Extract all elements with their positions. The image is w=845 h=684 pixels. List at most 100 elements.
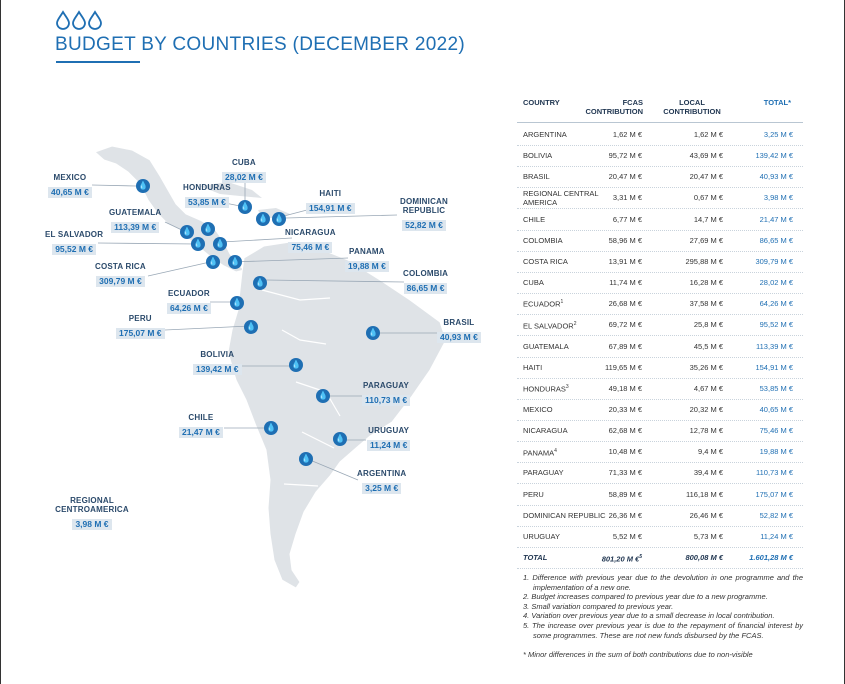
map-label-chile: CHILE 21,47 M € bbox=[179, 413, 223, 440]
table-row: HONDURAS3 49,18 M € 4,67 M € 53,85 M € bbox=[517, 378, 803, 400]
header-country: COUNTRY bbox=[523, 98, 560, 107]
cell-fcas: 67,89 M € bbox=[608, 341, 642, 351]
table-row: PANAMA4 10,48 M € 9,4 M € 19,88 M € bbox=[517, 441, 803, 464]
cell-fcas: 1,62 M € bbox=[612, 130, 642, 139]
footnote: 4. Variation over previous year due to a… bbox=[523, 611, 775, 621]
map-label-honduras: HONDURAS 53,85 M € bbox=[183, 183, 231, 208]
cell-country: HAITI bbox=[523, 362, 543, 372]
cell-total: 95,52 M € bbox=[759, 320, 793, 330]
map-shapes bbox=[91, 145, 447, 589]
page-border-left bbox=[0, 0, 1, 684]
cell-local: 27,69 M € bbox=[689, 235, 723, 245]
cell-local: 9,4 M € bbox=[697, 447, 723, 457]
table-row: PERU 58,89 M € 116,18 M € 175,07 M € bbox=[517, 484, 803, 506]
footnote-ref: 1 bbox=[560, 299, 564, 306]
table-row: REGIONAL CENTRAL AMERICA 3,31 M € 0,67 M €… bbox=[517, 187, 803, 210]
cell-total: 3,98 M € bbox=[763, 193, 793, 203]
drop-marker-icon: 💧 bbox=[299, 452, 313, 466]
footnote: 5. The increase over previous year is du… bbox=[523, 620, 803, 640]
map-label-nicaragua: NICARAGUA 75,46 M € bbox=[285, 228, 336, 253]
page-title: BUDGET BY COUNTRIES (DECEMBER 2022) bbox=[55, 34, 465, 55]
map-label-brasil: BRASIL 40,93 M € bbox=[437, 318, 481, 345]
cell-total: 139,42 M € bbox=[755, 151, 793, 161]
drop-marker-icon: 💧 bbox=[244, 320, 258, 334]
cell-total: 11,24 M € bbox=[760, 531, 793, 541]
cell-local: 16,28 M € bbox=[689, 278, 723, 288]
cell-local: 800,08 M € bbox=[685, 553, 723, 562]
cell-fcas: 26,68 M € bbox=[608, 299, 642, 309]
cell-country: CHILE bbox=[523, 214, 546, 224]
cell-local: 35,26 M € bbox=[689, 362, 723, 372]
table-row: COSTA RICA 13,91 M € 295,88 M € 309,79 M € bbox=[517, 251, 803, 273]
map-label-peru: PERU 175,07 M € bbox=[116, 314, 165, 341]
cell-fcas: 13,91 M € bbox=[608, 256, 642, 266]
table-row: ECUADOR1 26,68 M € 37,58 M € 64,26 M € bbox=[517, 293, 803, 316]
cell-total: 64,26 M € bbox=[759, 299, 793, 309]
footnote: 2. Budget increases compared to previous… bbox=[523, 592, 768, 602]
cell-country: DOMINICAN REPUBLIC bbox=[523, 510, 606, 520]
cell-local: 12,78 M € bbox=[689, 426, 723, 436]
cell-fcas: 801,20 M €5 bbox=[601, 554, 642, 564]
cell-fcas: 3,31 M € bbox=[612, 193, 642, 203]
cell-total: 21,47 M € bbox=[759, 214, 793, 224]
drop-marker-icon: 💧 bbox=[272, 212, 286, 226]
table-row: CUBA 11,74 M € 16,28 M € 28,02 M € bbox=[517, 272, 803, 295]
header-local: LOCAL CONTRIBUTION bbox=[663, 98, 721, 116]
table-row: BOLIVIA 95,72 M € 43,69 M € 139,42 M € bbox=[517, 145, 803, 168]
cell-total: 309,79 M € bbox=[755, 256, 793, 266]
cell-local: 39,4 M € bbox=[693, 468, 723, 478]
table-row: PARAGUAY 71,33 M € 39,4 M € 110,73 M € bbox=[517, 462, 803, 485]
cell-fcas: 69,72 M € bbox=[608, 320, 642, 330]
table-row: GUATEMALA 67,89 M € 45,5 M € 113,39 M € bbox=[517, 336, 803, 358]
cell-local: 20,47 M € bbox=[689, 172, 723, 182]
drop-marker-icon: 💧 bbox=[136, 179, 150, 193]
map-label-guatemala: GUATEMALA 113,39 M € bbox=[109, 208, 162, 233]
map-label-haiti: HAITI 154,91 M € bbox=[306, 189, 355, 216]
table-row: MEXICO 20,33 M € 20,32 M € 40,65 M € bbox=[517, 399, 803, 421]
footnote-ref: 3 bbox=[565, 384, 569, 391]
footnote-ref: 5 bbox=[639, 554, 642, 560]
map-label-regional-centroamerica: REGIONAL CENTROAMERICA 3,98 M € bbox=[55, 496, 129, 530]
map-label-ecuador: ECUADOR 64,26 M € bbox=[167, 289, 211, 314]
water-drops-icon bbox=[56, 10, 102, 34]
cell-country: PANAMA4 bbox=[523, 447, 557, 458]
cell-total: 28,02 M € bbox=[759, 278, 793, 288]
cell-local: 1,62 M € bbox=[693, 130, 723, 139]
table-row: NICARAGUA 62,68 M € 12,78 M € 75,46 M € bbox=[517, 420, 803, 443]
cell-fcas: 62,68 M € bbox=[608, 426, 642, 436]
map-label-argentina: ARGENTINA 3,25 M € bbox=[357, 469, 407, 494]
drop-marker-icon: 💧 bbox=[238, 200, 252, 214]
title-underline bbox=[56, 61, 140, 63]
map-label-uruguay: URUGUAY 11,24 M € bbox=[367, 426, 411, 451]
cell-country: REGIONAL CENTRAL AMERICA bbox=[523, 188, 599, 207]
cell-fcas: 6,77 M € bbox=[612, 214, 642, 224]
drop-marker-icon: 💧 bbox=[289, 358, 303, 372]
cell-country: ARGENTINA bbox=[523, 130, 567, 139]
table-row: URUGUAY 5,52 M € 5,73 M € 11,24 M € bbox=[517, 526, 803, 548]
cell-total: 110,73 M € bbox=[756, 468, 793, 478]
cell-total: 75,46 M € bbox=[759, 426, 793, 436]
cell-local: 20,32 M € bbox=[689, 404, 723, 414]
cell-local: 116,18 M € bbox=[686, 489, 723, 499]
drop-marker-icon: 💧 bbox=[213, 237, 227, 251]
cell-fcas: 58,89 M € bbox=[608, 489, 642, 499]
cell-total: 154,91 M € bbox=[755, 362, 793, 372]
cell-local: 37,58 M € bbox=[689, 299, 723, 309]
drop-marker-icon: 💧 bbox=[228, 255, 242, 269]
cell-country: BOLIVIA bbox=[523, 151, 553, 161]
map-label-panama: PANAMA 19,88 M € bbox=[345, 247, 389, 274]
table-row: ARGENTINA 1,62 M € 1,62 M € 3,25 M € bbox=[517, 124, 803, 146]
cell-fcas: 71,33 M € bbox=[608, 468, 642, 478]
table-total-row: TOTAL 801,20 M €5 800,08 M € 1.601,28 M € bbox=[517, 547, 803, 569]
cell-country: GUATEMALA bbox=[523, 341, 569, 351]
footnote-ref: 4 bbox=[554, 447, 557, 454]
table-row: EL SALVADOR2 69,72 M € 25,8 M € 95,52 M € bbox=[517, 314, 803, 337]
cell-country: TOTAL bbox=[523, 553, 548, 562]
cell-total: 53,85 M € bbox=[759, 383, 793, 393]
cell-country: COSTA RICA bbox=[523, 256, 568, 266]
drop-marker-icon: 💧 bbox=[333, 432, 347, 446]
cell-country: CUBA bbox=[523, 278, 544, 288]
table-row: BRASIL 20,47 M € 20,47 M € 40,93 M € bbox=[517, 166, 803, 189]
cell-total: 175,07 M € bbox=[755, 489, 793, 499]
cell-country: NICARAGUA bbox=[523, 426, 568, 436]
